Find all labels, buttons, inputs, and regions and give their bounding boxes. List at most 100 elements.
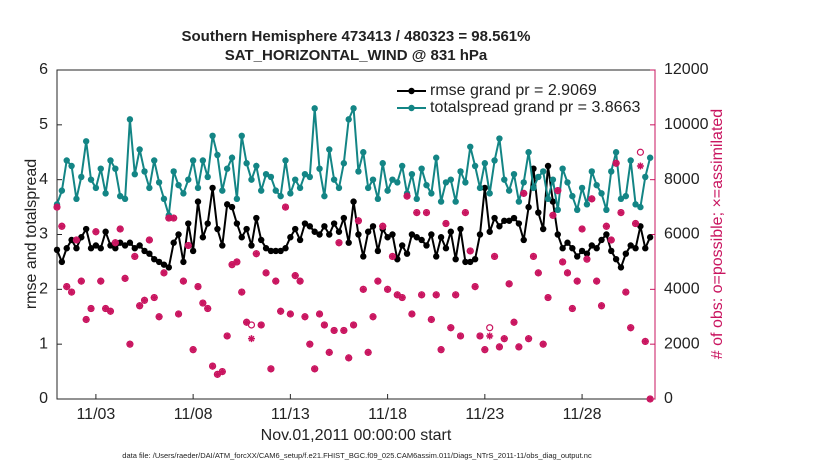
obs-assimilated bbox=[92, 228, 100, 236]
obs-assimilated bbox=[306, 340, 314, 348]
obs-assimilated bbox=[223, 332, 231, 340]
x-tick-label: 11/18 bbox=[368, 406, 407, 423]
point bbox=[428, 231, 435, 238]
point bbox=[437, 198, 445, 205]
obs-assimilated bbox=[418, 291, 426, 299]
point bbox=[238, 132, 245, 139]
obs-assimilated bbox=[175, 310, 183, 318]
obs-assimilated bbox=[476, 332, 484, 340]
point bbox=[97, 165, 104, 172]
point bbox=[282, 245, 289, 252]
point bbox=[569, 192, 576, 200]
point bbox=[272, 187, 279, 194]
point bbox=[447, 228, 455, 235]
point bbox=[423, 181, 430, 189]
point bbox=[277, 192, 284, 200]
point bbox=[501, 217, 508, 224]
point bbox=[112, 245, 119, 252]
obs-assimilated bbox=[457, 332, 465, 340]
point bbox=[63, 157, 70, 164]
point bbox=[476, 184, 484, 192]
obs-assimilated bbox=[554, 187, 562, 195]
obs-assimilated bbox=[204, 305, 212, 313]
x-tick-label: 11/28 bbox=[563, 406, 602, 423]
point bbox=[520, 236, 527, 244]
y2-tick-label: 12000 bbox=[664, 61, 709, 78]
point bbox=[403, 250, 411, 257]
obs-assimilated bbox=[102, 305, 110, 313]
y2-tick-label: 6000 bbox=[664, 226, 700, 243]
obs-assimilated bbox=[247, 335, 255, 343]
obs-assimilated bbox=[544, 294, 552, 302]
point bbox=[257, 236, 265, 244]
obs-assimilated bbox=[262, 269, 270, 277]
point bbox=[204, 173, 211, 181]
point bbox=[141, 247, 148, 255]
obs-assimilated bbox=[272, 277, 280, 285]
point bbox=[515, 220, 523, 227]
point bbox=[311, 105, 318, 112]
x-tick-label: 11/23 bbox=[465, 406, 504, 423]
point bbox=[282, 157, 289, 164]
obs-assimilated bbox=[646, 395, 654, 403]
point bbox=[603, 206, 610, 214]
point bbox=[73, 245, 80, 252]
point bbox=[612, 149, 620, 156]
point bbox=[199, 157, 207, 164]
obs-assimilated bbox=[471, 283, 479, 291]
point bbox=[121, 195, 129, 203]
obs-assimilated bbox=[529, 252, 537, 260]
point bbox=[175, 181, 182, 189]
obs-assimilated bbox=[636, 162, 644, 170]
point bbox=[535, 209, 542, 216]
footnote: data file: /Users/raeder/DAI/ATM_forcXX/… bbox=[122, 451, 592, 460]
point bbox=[355, 231, 362, 238]
point bbox=[574, 206, 581, 214]
obs-assimilated bbox=[213, 370, 221, 378]
point bbox=[578, 247, 586, 255]
x-tick-label: 11/03 bbox=[76, 406, 115, 423]
point bbox=[209, 132, 216, 139]
point bbox=[136, 242, 143, 249]
point bbox=[544, 195, 552, 203]
point bbox=[326, 231, 333, 238]
point bbox=[583, 250, 591, 257]
point bbox=[63, 245, 70, 252]
point bbox=[632, 245, 639, 252]
point bbox=[233, 195, 241, 203]
obs-assimilated bbox=[549, 211, 557, 219]
point bbox=[316, 165, 323, 172]
point bbox=[442, 245, 450, 252]
point bbox=[58, 258, 66, 266]
obs-assimilated bbox=[500, 335, 508, 343]
obs-assimilated bbox=[641, 337, 649, 345]
point bbox=[428, 190, 435, 197]
point bbox=[233, 220, 241, 227]
point bbox=[642, 173, 649, 181]
point bbox=[437, 234, 445, 241]
obs-assimilated bbox=[427, 315, 435, 323]
obs-assimilated bbox=[160, 269, 168, 277]
obs-assimilated bbox=[345, 354, 353, 362]
point bbox=[155, 258, 163, 266]
obs-assimilated bbox=[432, 291, 440, 299]
point bbox=[442, 179, 450, 186]
y2-axis-label: # of obs: o=possible; ×=assimilated bbox=[709, 109, 726, 359]
point bbox=[452, 255, 459, 263]
point bbox=[452, 198, 459, 205]
point bbox=[117, 192, 124, 200]
point bbox=[335, 228, 343, 235]
point bbox=[68, 162, 75, 170]
point bbox=[204, 220, 211, 227]
point bbox=[330, 176, 338, 183]
obs-assimilated bbox=[199, 299, 207, 307]
point bbox=[501, 176, 508, 183]
point bbox=[248, 242, 255, 249]
point bbox=[194, 184, 202, 192]
point bbox=[102, 190, 109, 197]
point bbox=[374, 247, 382, 255]
point bbox=[564, 179, 571, 186]
point bbox=[627, 157, 634, 164]
y-tick-label: 4 bbox=[39, 171, 48, 188]
point bbox=[491, 214, 498, 222]
